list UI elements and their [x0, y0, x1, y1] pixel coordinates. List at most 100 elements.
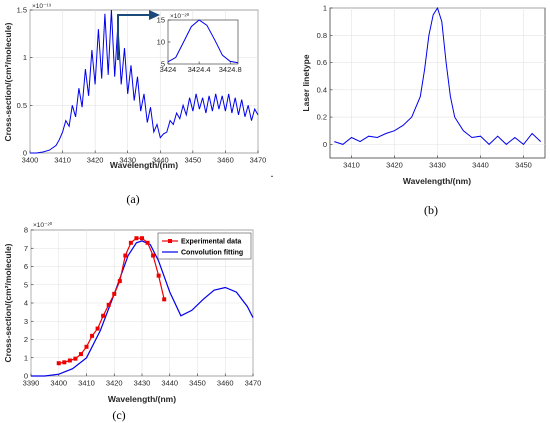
- x-tick-label: 3460: [217, 379, 234, 388]
- experimental-data-point: [56, 361, 61, 366]
- pointer-arrowhead: [149, 10, 160, 20]
- y-tick-label: 0.6: [317, 58, 327, 67]
- x-tick-label: 3420: [386, 161, 403, 170]
- y-tick-label: 3: [24, 317, 28, 326]
- inset-y-multiplier: ×10⁻²⁰: [170, 12, 190, 20]
- panel-c: ×10⁻²⁰ 3390 3400 3410 3420 3430 3440 3450 3460 3…: [3, 221, 261, 422]
- series-line-convolution-fitting: [31, 240, 254, 377]
- caption-dot: .: [271, 166, 274, 180]
- experimental-data-point: [78, 352, 83, 357]
- y-tick-label: 0.4: [317, 85, 327, 94]
- experimental-data-point: [90, 333, 95, 338]
- experimental-data-point: [156, 273, 161, 278]
- experimental-data-point: [84, 344, 89, 349]
- experimental-data-point: [106, 302, 111, 307]
- y-tick-label: 1: [23, 53, 27, 62]
- experimental-data-point: [134, 236, 139, 241]
- grid-a: [29, 9, 259, 154]
- y-tick-label: 0.5: [17, 101, 27, 110]
- x-ticks-b: 3410 3420 3430 3440 3450: [343, 155, 532, 170]
- x-tick-label: 3410: [54, 156, 71, 165]
- x-axis-label-c: Wavelength/(nm): [108, 394, 176, 404]
- pointer-arrow: [117, 14, 150, 60]
- x-tick-label: 3440: [472, 161, 489, 170]
- x-tick-label: 3424: [160, 65, 177, 74]
- panel-a: ×10⁻¹⁹ 3400 3410 3420 3430 3440 3450 3460 3470 …: [3, 3, 274, 206]
- caption-a: (a): [126, 192, 139, 206]
- x-tick-label: 3430: [119, 156, 136, 165]
- x-tick-label: 3390: [23, 379, 40, 388]
- x-tick-label: 3424.4: [188, 65, 211, 74]
- y-ticks-c: 0 1 2 3 4 5 6 7 8: [24, 226, 34, 381]
- x-tick-label: 3470: [250, 156, 267, 165]
- x-tick-label: 3440: [161, 379, 178, 388]
- experimental-data-point: [73, 356, 78, 361]
- experimental-data-point: [145, 240, 150, 245]
- grid-b: [330, 7, 545, 158]
- y-tick-label: 7: [24, 244, 28, 253]
- x-ticks-c: 3390 3400 3410 3420 3430 3440 3450 3460 3470: [23, 373, 262, 388]
- experimental-data-point: [95, 326, 100, 331]
- legend-label-convolution: Convolution fitting: [181, 250, 243, 257]
- y-multiplier-c: ×10⁻²⁰: [33, 221, 53, 229]
- x-tick-label: 3424.8: [219, 65, 242, 74]
- experimental-data-point: [140, 236, 144, 241]
- caption-b: (b): [424, 203, 438, 217]
- inset-plot-area: [167, 19, 239, 65]
- grid-c: [30, 229, 254, 377]
- panel-b: 3410 3420 3430 3440 3450 0 0.2 0.4 0.6 0.8 1 Wave…: [301, 4, 546, 217]
- experimental-data-point: [151, 253, 156, 258]
- experimental-data-point: [101, 313, 106, 318]
- experimental-data-point: [62, 360, 67, 365]
- x-ticks-a: 3400 3410 3420 3430 3440 3450 3460 3470: [22, 150, 267, 165]
- x-tick-label: 3420: [87, 156, 104, 165]
- x-axis-label-b: Wavelength/(nm): [403, 176, 471, 186]
- x-tick-label: 3430: [134, 379, 151, 388]
- x-tick-label: 3410: [78, 379, 95, 388]
- y-tick-label: 15: [157, 16, 165, 25]
- y-ticks-b: 0 0.2 0.4 0.6 0.8 1: [317, 4, 333, 149]
- experimental-data-point: [162, 297, 167, 302]
- x-tick-label: 3460: [217, 156, 234, 165]
- y-tick-label: 0.2: [317, 113, 327, 122]
- x-tick-label: 3450: [189, 379, 206, 388]
- x-tick-label: 3430: [429, 161, 446, 170]
- series-line-b: [334, 6, 542, 146]
- y-tick-label: 0: [323, 140, 327, 149]
- experimental-markers: [56, 236, 167, 366]
- y-tick-label: 1: [323, 4, 327, 13]
- y-tick-label: 1.5: [17, 6, 27, 15]
- y-multiplier-a: ×10⁻¹⁹: [32, 3, 52, 10]
- x-axis-label-a: Wavelength/(nm): [110, 160, 178, 170]
- x-tick-label: 3440: [152, 156, 169, 165]
- y-axis-label-a: Cross-section/(cm²/molecule): [3, 22, 13, 141]
- y-tick-label: 0: [24, 372, 28, 381]
- inset-x-ticks: 3424 3424.4 3424.8: [160, 61, 242, 74]
- x-tick-label: 3450: [185, 156, 202, 165]
- y-tick-label: 0.8: [317, 31, 327, 40]
- x-tick-label: 3420: [106, 379, 123, 388]
- caption-c: (c): [112, 408, 125, 422]
- inset-y-ticks: 5 10 15: [157, 16, 171, 69]
- legend-box: [157, 232, 252, 260]
- x-tick-label: 3470: [245, 379, 262, 388]
- y-tick-label: 6: [24, 262, 28, 271]
- y-tick-label: 5: [24, 280, 28, 289]
- experimental-data-point: [112, 291, 117, 296]
- experimental-data-point: [67, 358, 72, 363]
- legend-label-experimental: Experimental data: [181, 239, 241, 246]
- x-tick-label: 3450: [515, 161, 532, 170]
- y-tick-label: 0: [23, 149, 27, 158]
- y-tick-label: 2: [24, 335, 28, 344]
- y-tick-label: 10: [157, 38, 165, 47]
- x-tick-label: 3410: [343, 161, 360, 170]
- inset-series-line: [167, 19, 239, 64]
- x-tick-label: 3400: [50, 379, 67, 388]
- y-tick-label: 8: [24, 226, 28, 235]
- y-tick-label: 5: [161, 60, 165, 69]
- experimental-data-point: [117, 279, 122, 284]
- series-line-a: [30, 9, 259, 154]
- legend-c: Experimental data Convolution fitting: [157, 232, 252, 260]
- x-tick-label: 3400: [22, 156, 39, 165]
